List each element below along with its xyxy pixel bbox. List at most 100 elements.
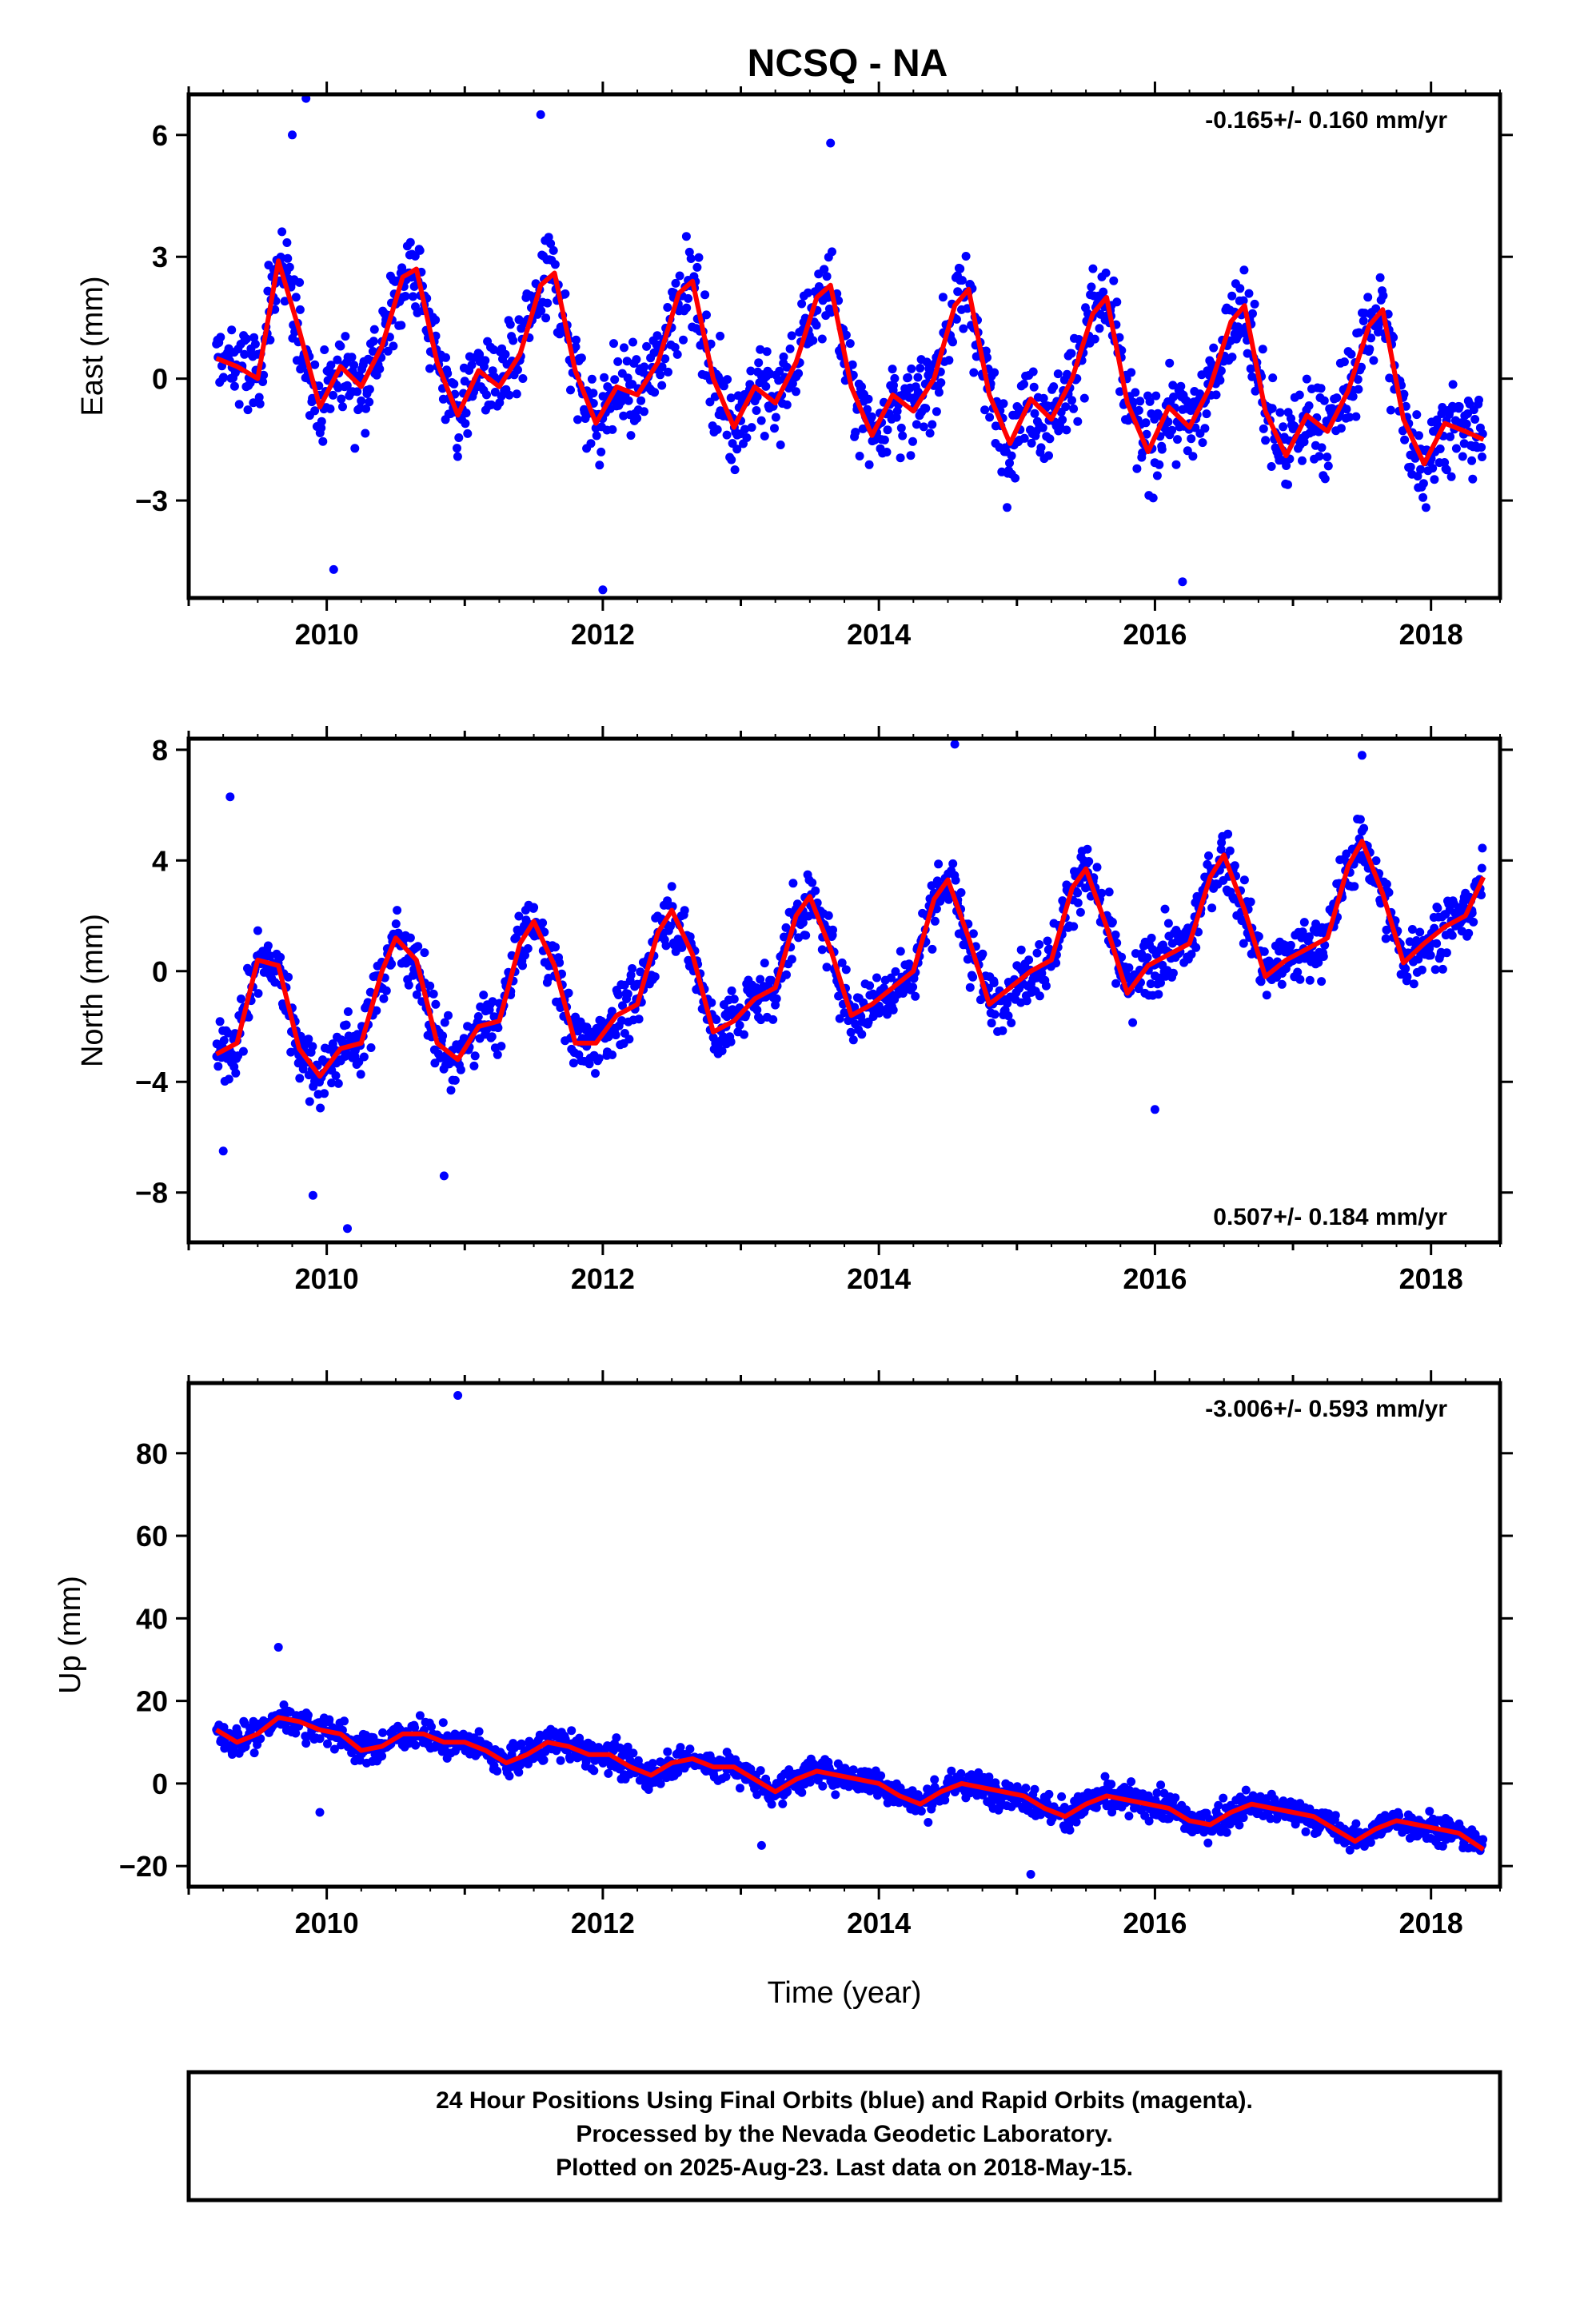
footer-box: 24 Hour Positions Using Final Orbits (bl… — [186, 2070, 1502, 2202]
east-data-point — [1336, 424, 1346, 433]
east-data-point — [953, 287, 963, 297]
north-data-point — [865, 981, 875, 991]
up-data-point — [1301, 1827, 1311, 1836]
north-data-point — [989, 979, 999, 987]
north-data-point — [1111, 979, 1121, 988]
east-data-point — [608, 425, 617, 434]
east-data-point — [948, 337, 957, 347]
up-data-point — [227, 1750, 237, 1759]
north-data-point — [473, 1012, 483, 1021]
up-y-tick-label: −20 — [119, 1850, 168, 1883]
north-data-point — [1204, 851, 1213, 860]
north-data-point — [1147, 933, 1156, 943]
up-data-point — [628, 1748, 638, 1758]
east-data-point — [761, 381, 771, 391]
north-data-point — [1298, 927, 1307, 937]
east-data-point — [882, 448, 892, 456]
east-data-point — [1132, 464, 1142, 473]
up-data-point — [756, 1766, 765, 1776]
east-data-point — [1195, 389, 1205, 399]
east-data-point — [740, 425, 749, 434]
north-data-point — [1225, 846, 1235, 855]
up-data-point — [1044, 1789, 1054, 1799]
east-data-point — [1357, 362, 1366, 372]
north-data-point — [1216, 844, 1226, 854]
north-x-tick-label: 2014 — [847, 1262, 911, 1295]
north-y-tick-label: 4 — [152, 844, 168, 877]
east-data-point — [1406, 462, 1415, 472]
east-data-point — [546, 239, 556, 249]
up-data-point — [947, 1766, 956, 1776]
east-data-point — [752, 392, 762, 401]
east-data-point — [561, 289, 570, 298]
north-data-point — [886, 973, 896, 983]
north-data-point — [493, 1023, 503, 1033]
up-data-point — [930, 1775, 940, 1784]
north-data-point — [430, 1058, 440, 1068]
north-data-point — [379, 994, 389, 1003]
east-data-point — [1386, 405, 1395, 415]
east-data-point — [652, 331, 662, 341]
north-data-point — [740, 1030, 748, 1039]
north-data-point — [1262, 991, 1271, 1000]
up-data-point — [1100, 1772, 1110, 1781]
east-rate-text: -0.165+/- 0.160 mm/yr — [1205, 107, 1447, 134]
east-data-point — [952, 314, 961, 324]
up-scatter-points — [212, 1391, 1488, 1879]
north-data-point — [1254, 931, 1263, 941]
north-data-point — [412, 990, 421, 999]
north-data-point — [1286, 940, 1295, 950]
north-outlier-point — [218, 1146, 228, 1156]
east-data-point — [775, 366, 784, 376]
north-data-point — [276, 952, 285, 962]
north-data-point — [828, 925, 837, 935]
north-data-point — [1417, 965, 1426, 975]
east-data-point — [1258, 345, 1267, 354]
up-data-point — [505, 1772, 514, 1781]
east-data-point — [692, 262, 702, 272]
east-data-point — [1399, 389, 1409, 399]
east-data-point — [694, 253, 704, 262]
east-data-point — [310, 406, 320, 416]
east-data-point — [317, 417, 326, 426]
east-data-point — [572, 335, 581, 345]
up-data-point — [818, 1781, 828, 1791]
east-data-point — [337, 394, 346, 404]
north-data-point — [1430, 965, 1440, 975]
east-data-point — [336, 341, 345, 351]
east-data-point — [1351, 412, 1361, 421]
north-data-point — [661, 941, 671, 951]
east-data-point — [409, 292, 417, 301]
east-data-point — [957, 276, 967, 285]
east-data-point — [425, 364, 434, 373]
east-data-point — [898, 431, 908, 440]
up-data-point — [648, 1759, 657, 1768]
east-data-point — [1467, 456, 1477, 465]
east-data-point — [722, 430, 732, 440]
up-data-point — [876, 1771, 886, 1780]
east-data-point — [785, 344, 795, 353]
north-data-point — [573, 1026, 583, 1036]
up-x-tick-label: 2018 — [1399, 1907, 1463, 1939]
north-data-point — [1469, 917, 1478, 927]
east-data-point — [577, 353, 586, 363]
north-data-point — [614, 991, 623, 999]
north-data-point — [1230, 861, 1239, 871]
east-data-point — [318, 436, 328, 446]
up-y-tick-label: 0 — [152, 1768, 168, 1800]
north-data-point — [1438, 964, 1447, 974]
east-data-point — [1267, 404, 1277, 413]
north-data-point — [835, 1014, 844, 1023]
east-data-point — [1067, 349, 1076, 358]
east-data-point — [1200, 424, 1210, 433]
up-data-point — [1057, 1792, 1067, 1801]
east-data-point — [912, 420, 921, 429]
east-data-point — [1112, 297, 1122, 307]
up-y-axis-label: Up (mm) — [54, 1576, 87, 1694]
north-data-point — [253, 926, 262, 935]
east-data-point — [1079, 393, 1089, 403]
north-data-point — [413, 942, 423, 951]
east-data-point — [726, 393, 736, 403]
east-data-point — [628, 337, 637, 347]
east-data-point — [1448, 380, 1458, 389]
